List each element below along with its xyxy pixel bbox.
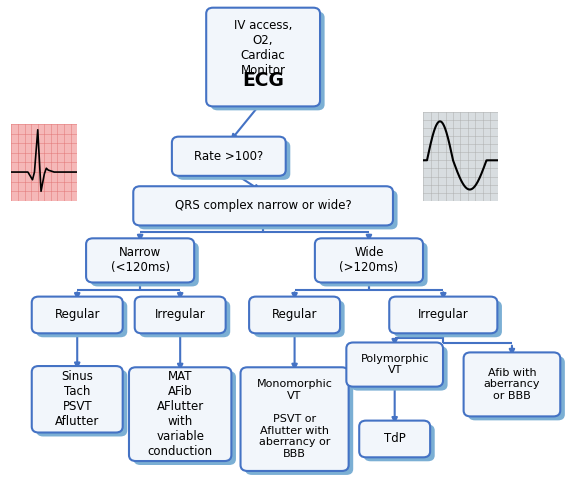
FancyBboxPatch shape <box>346 342 443 387</box>
FancyBboxPatch shape <box>463 352 561 417</box>
Text: Polymorphic
VT: Polymorphic VT <box>360 354 429 375</box>
FancyBboxPatch shape <box>359 421 430 457</box>
FancyBboxPatch shape <box>364 425 435 461</box>
Text: Rate >100?: Rate >100? <box>194 150 264 163</box>
Text: Regular: Regular <box>272 309 317 321</box>
Text: Irregular: Irregular <box>155 309 205 321</box>
FancyBboxPatch shape <box>140 301 230 337</box>
FancyBboxPatch shape <box>254 301 344 337</box>
FancyBboxPatch shape <box>468 356 565 421</box>
FancyBboxPatch shape <box>37 301 128 337</box>
FancyBboxPatch shape <box>90 243 199 287</box>
FancyBboxPatch shape <box>389 297 497 333</box>
Text: ECG: ECG <box>242 71 284 90</box>
Text: QRS complex narrow or wide?: QRS complex narrow or wide? <box>174 199 352 212</box>
FancyBboxPatch shape <box>240 367 348 471</box>
FancyBboxPatch shape <box>135 297 225 333</box>
Text: Narrow
(<120ms): Narrow (<120ms) <box>110 247 170 274</box>
FancyBboxPatch shape <box>394 301 502 337</box>
FancyBboxPatch shape <box>32 366 123 433</box>
FancyBboxPatch shape <box>351 347 447 391</box>
Text: Sinus
Tach
PSVT
Aflutter: Sinus Tach PSVT Aflutter <box>55 371 100 428</box>
FancyBboxPatch shape <box>249 297 340 333</box>
FancyBboxPatch shape <box>86 239 194 283</box>
FancyBboxPatch shape <box>245 371 353 475</box>
FancyBboxPatch shape <box>129 367 231 461</box>
Text: Irregular: Irregular <box>418 309 468 321</box>
Text: Afib with
aberrancy
or BBB: Afib with aberrancy or BBB <box>484 368 540 401</box>
Text: Monomorphic
VT

PSVT or
Aflutter with
aberrancy or
BBB: Monomorphic VT PSVT or Aflutter with abe… <box>257 379 332 459</box>
FancyBboxPatch shape <box>138 190 398 230</box>
FancyBboxPatch shape <box>32 297 123 333</box>
FancyBboxPatch shape <box>211 12 325 111</box>
FancyBboxPatch shape <box>37 370 128 436</box>
FancyBboxPatch shape <box>206 8 320 107</box>
FancyBboxPatch shape <box>315 239 423 283</box>
Text: Regular: Regular <box>54 309 100 321</box>
FancyBboxPatch shape <box>176 141 290 180</box>
Text: Wide
(>120ms): Wide (>120ms) <box>339 247 399 274</box>
FancyBboxPatch shape <box>172 136 285 176</box>
FancyBboxPatch shape <box>133 371 236 465</box>
FancyBboxPatch shape <box>133 186 393 225</box>
FancyBboxPatch shape <box>319 243 428 287</box>
Text: MAT
AFib
AFlutter
with
variable
conduction: MAT AFib AFlutter with variable conducti… <box>148 370 213 458</box>
Text: TdP: TdP <box>384 433 406 445</box>
Text: IV access,
O2,
Cardiac
Monitor: IV access, O2, Cardiac Monitor <box>234 19 292 77</box>
